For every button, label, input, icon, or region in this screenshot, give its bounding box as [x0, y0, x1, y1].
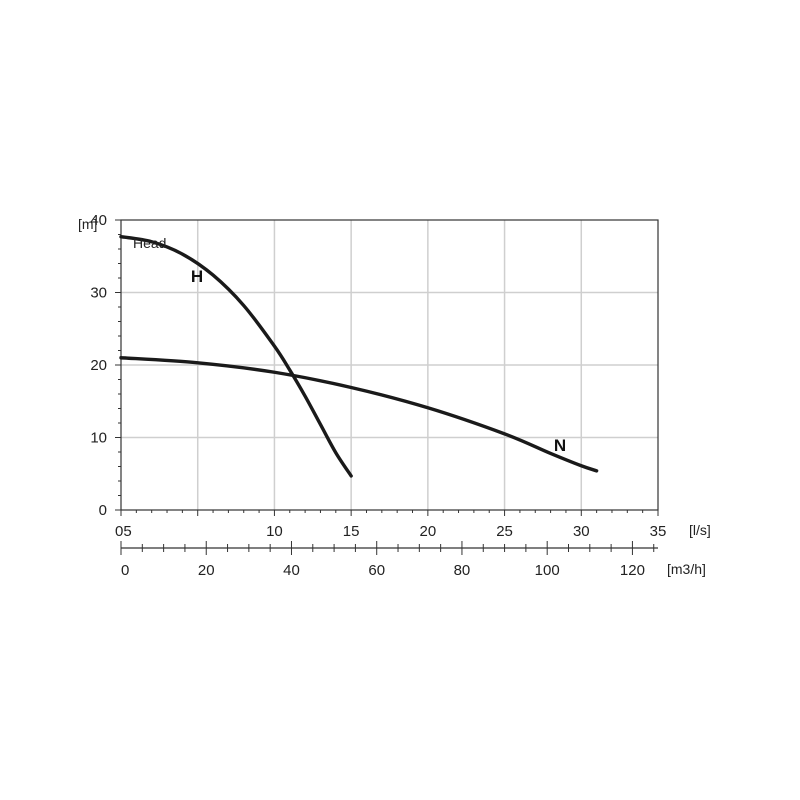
series-line-n: [119, 356, 599, 473]
x2-tick-label: 0: [121, 562, 129, 579]
y-tick-label: 10: [90, 430, 107, 447]
x-tick-label: 15: [343, 523, 360, 540]
series: [119, 234, 599, 478]
x2-tick-label: 40: [283, 562, 300, 579]
y-tick-label: 30: [90, 285, 107, 302]
y-tick-label: 20: [90, 357, 107, 374]
y-axis-unit-label: [m]: [78, 216, 97, 232]
x-tick-label: 20: [420, 523, 437, 540]
series-label-n: N: [554, 436, 566, 455]
x-tick-label: 30: [573, 523, 590, 540]
x-tick-label: 25: [496, 523, 513, 540]
x-axis-unit-label: [l/s]: [689, 522, 711, 538]
series-line-h: [119, 234, 353, 478]
x2-tick-label: 100: [535, 562, 560, 579]
x-tick-label: 05: [115, 523, 132, 540]
x-tick-label: 35: [650, 523, 667, 540]
grid: [121, 220, 658, 510]
x2-axis-unit-label: [m3/h]: [667, 561, 706, 577]
x2-tick-label: 60: [368, 562, 385, 579]
x2-tick-label: 120: [620, 562, 645, 579]
x2-tick-label: 20: [198, 562, 215, 579]
x2-tick-label: 80: [454, 562, 471, 579]
x-tick-label: 10: [266, 523, 283, 540]
series-label-h: H: [191, 267, 203, 286]
plot-title: Head: [133, 235, 166, 251]
y-tick-label: 40: [90, 212, 107, 229]
y-tick-label: 0: [99, 502, 107, 519]
axes: [115, 219, 659, 555]
